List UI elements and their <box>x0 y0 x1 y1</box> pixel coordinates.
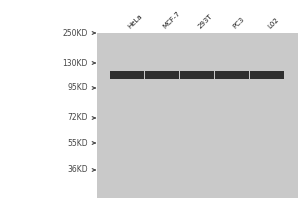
Text: 95KD: 95KD <box>68 84 88 92</box>
Bar <box>250 71 284 79</box>
Bar <box>97 33 298 198</box>
Text: 36KD: 36KD <box>68 166 88 174</box>
Text: MCF-7: MCF-7 <box>162 10 182 30</box>
Text: 130KD: 130KD <box>63 58 88 68</box>
Text: 72KD: 72KD <box>68 114 88 122</box>
Text: L02: L02 <box>267 17 280 30</box>
Text: 250KD: 250KD <box>63 28 88 38</box>
Bar <box>180 71 214 79</box>
Text: 55KD: 55KD <box>68 138 88 148</box>
Bar <box>110 71 144 79</box>
Text: HeLa: HeLa <box>127 13 144 30</box>
Text: 293T: 293T <box>197 13 214 30</box>
Text: PC3: PC3 <box>232 16 246 30</box>
Bar <box>215 71 249 79</box>
Bar <box>145 71 179 79</box>
